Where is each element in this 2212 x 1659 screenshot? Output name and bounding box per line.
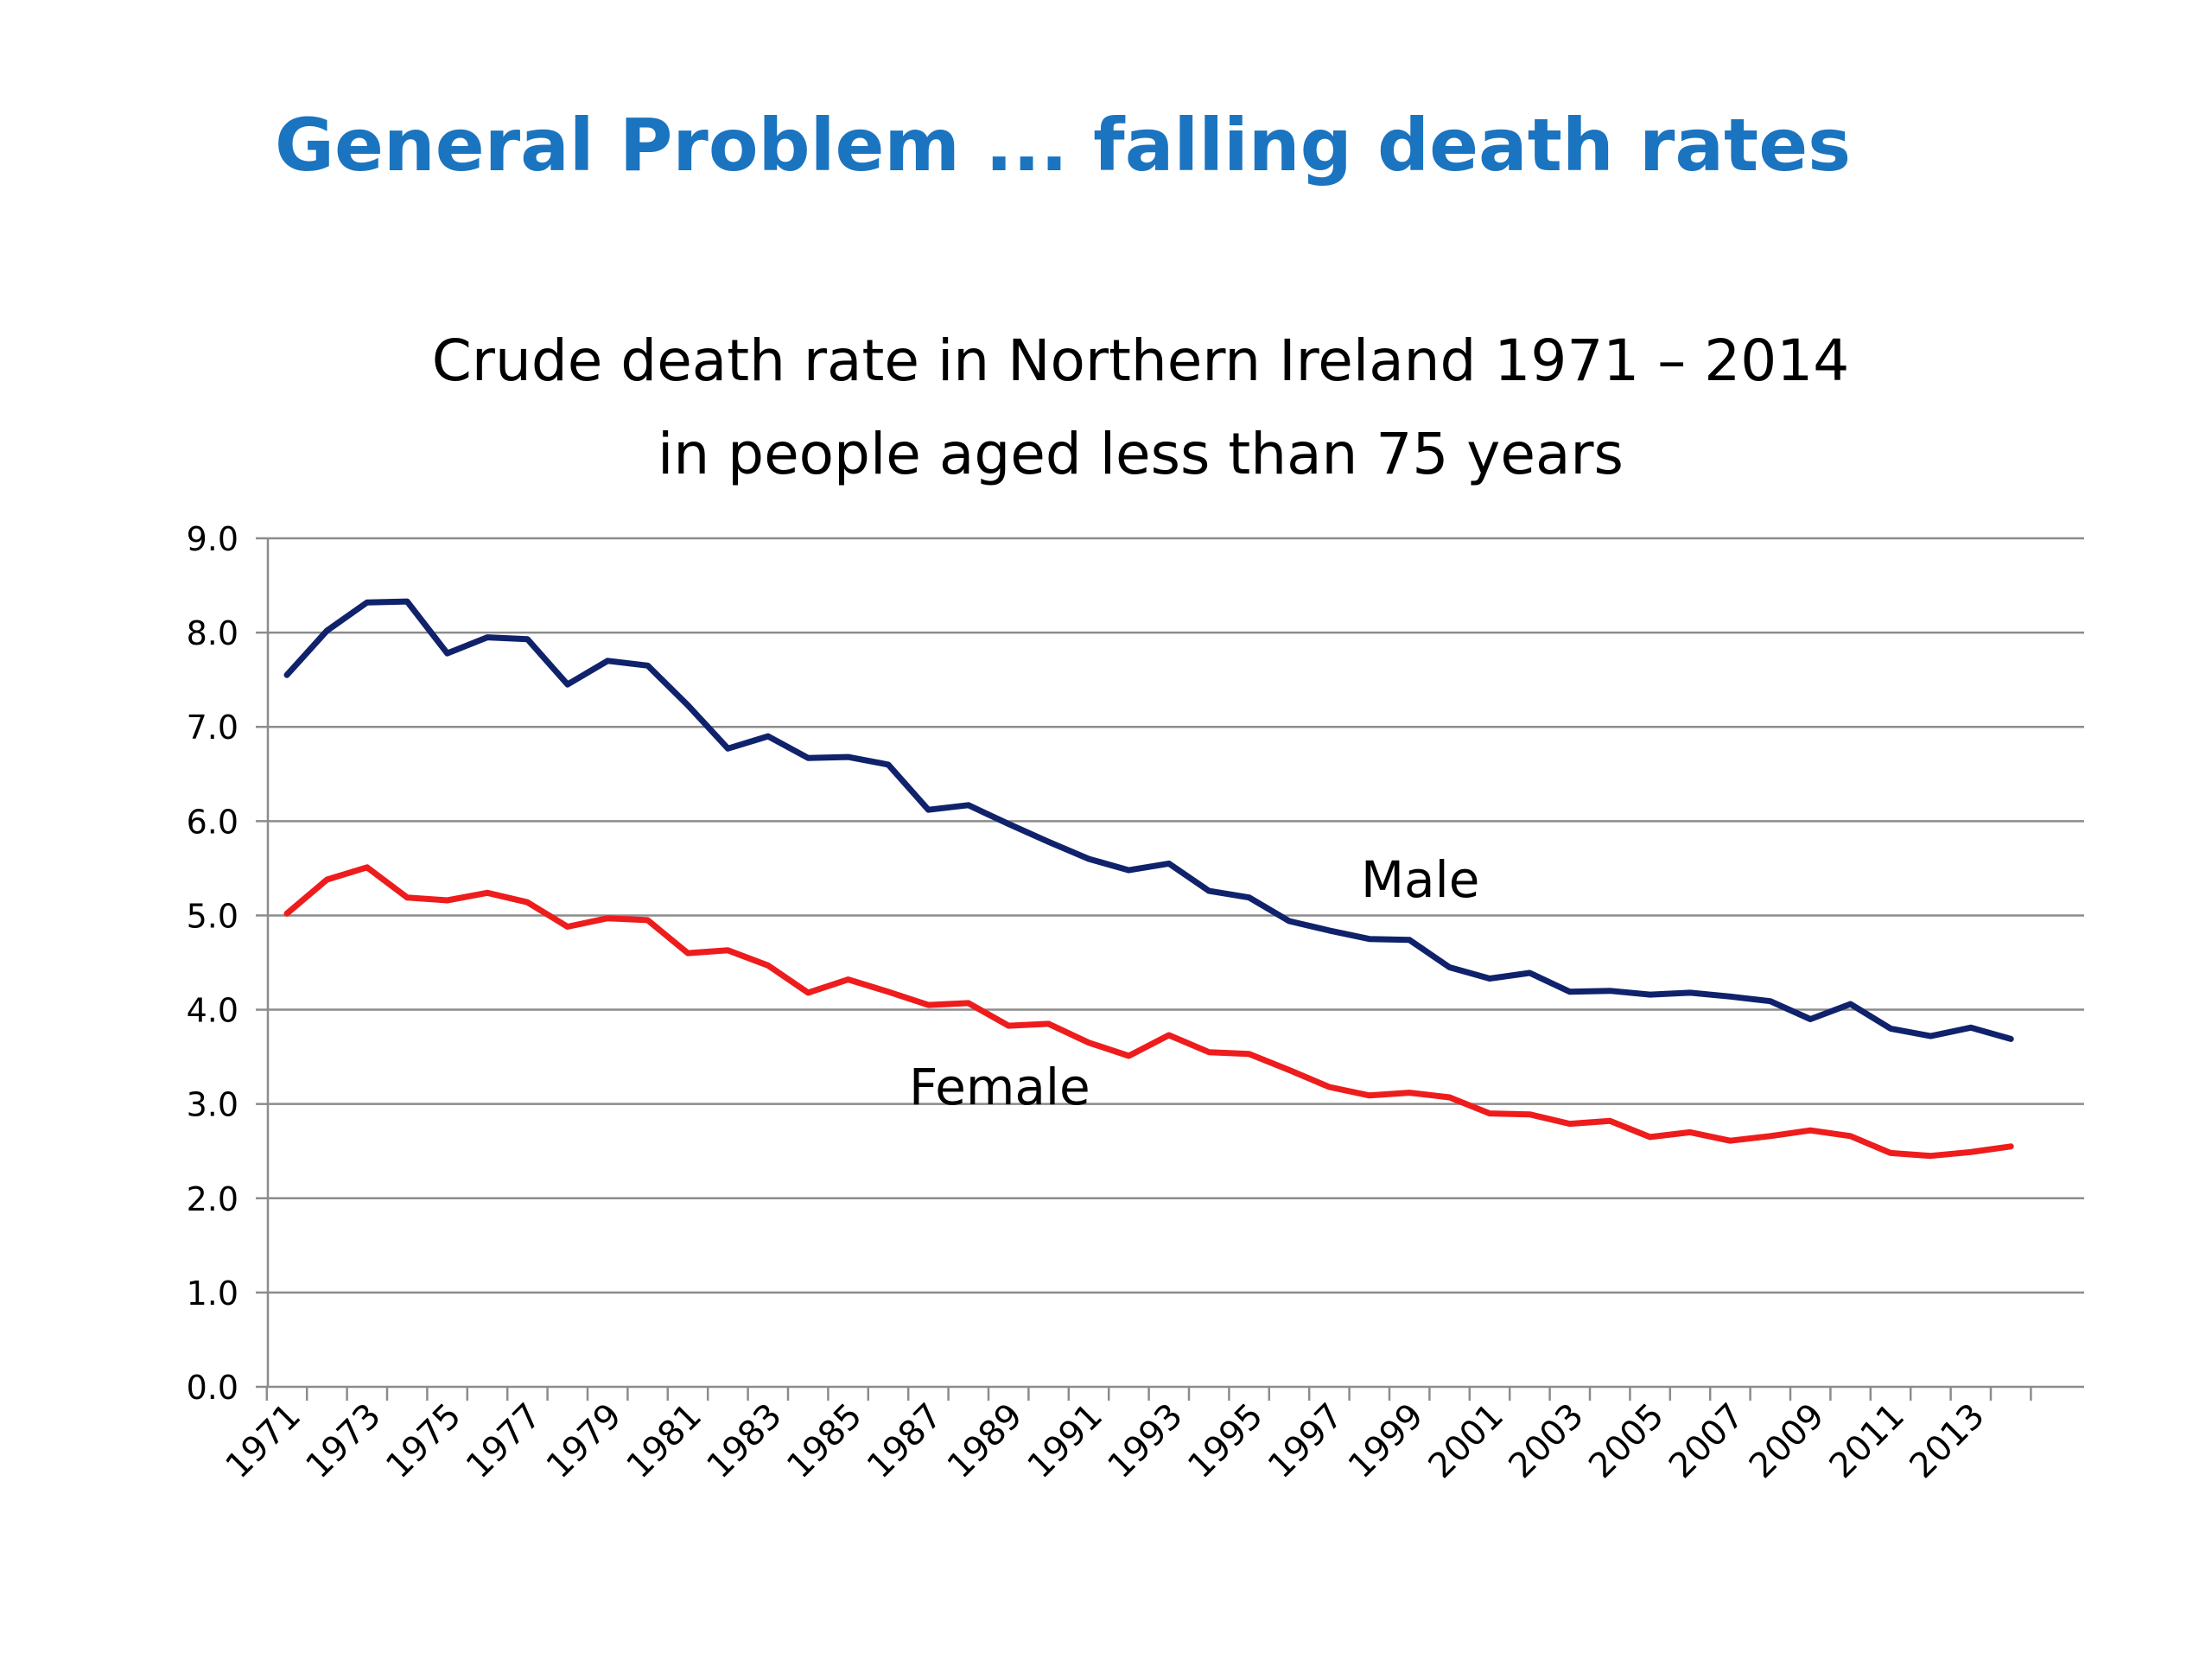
- chart-title-line-2: in people aged less than 75 years: [658, 421, 1624, 487]
- x-tick-label: 1973: [298, 1396, 389, 1487]
- x-tick-label: 1971: [219, 1396, 309, 1487]
- series-label-female: Female: [909, 1058, 1090, 1116]
- y-tick-label: 8.0: [187, 614, 238, 652]
- x-tick-label: 1987: [860, 1396, 950, 1487]
- y-tick-label: 4.0: [187, 992, 238, 1030]
- y-tick-label: 6.0: [187, 803, 238, 841]
- x-tick-label: 1975: [378, 1396, 469, 1487]
- x-tick-label: 2007: [1662, 1396, 1752, 1487]
- x-tick-label: 1985: [779, 1396, 870, 1487]
- x-tick-label: 1979: [539, 1396, 630, 1487]
- x-tick-label: 1977: [459, 1396, 550, 1487]
- y-tick-label: 3.0: [187, 1086, 238, 1124]
- x-tick-label: 2013: [1902, 1396, 1993, 1487]
- y-tick-label: 7.0: [187, 709, 238, 747]
- series-lines: [283, 598, 2014, 1160]
- x-tick-label: 2009: [1742, 1396, 1833, 1487]
- series-line-female: [283, 864, 2014, 1160]
- series-labels: Male Female: [909, 850, 1479, 1116]
- y-tick-label: 2.0: [187, 1180, 238, 1218]
- x-tick-label: 1993: [1100, 1396, 1191, 1487]
- y-tick-label: 9.0: [187, 520, 238, 558]
- x-tick-label: 1981: [620, 1396, 710, 1487]
- x-tick-label: 1995: [1180, 1396, 1271, 1487]
- chart-title-line-1: Crude death rate in Northern Ireland 197…: [431, 327, 1850, 394]
- x-tick-label: 1989: [940, 1396, 1031, 1487]
- gridlines: [268, 537, 2084, 1294]
- y-tick-label: 5.0: [187, 897, 238, 935]
- series-line-male: [283, 598, 2014, 1042]
- x-tick-label: 1983: [699, 1396, 790, 1487]
- y-tick-label: 0.0: [187, 1369, 238, 1407]
- axes: 0.01.02.03.04.05.06.07.08.09.01971197319…: [187, 520, 2084, 1486]
- x-tick-label: 2005: [1581, 1396, 1672, 1487]
- x-tick-label: 1991: [1020, 1396, 1111, 1487]
- x-tick-label: 2001: [1421, 1396, 1512, 1487]
- x-tick-label: 1997: [1261, 1396, 1351, 1487]
- slide-title: General Problem ... falling death rates: [275, 103, 1852, 188]
- x-tick-label: 1999: [1341, 1396, 1432, 1487]
- x-tick-label: 2011: [1822, 1396, 1913, 1487]
- series-label-male: Male: [1361, 850, 1479, 909]
- y-tick-label: 1.0: [187, 1274, 238, 1313]
- x-tick-label: 2003: [1501, 1396, 1592, 1487]
